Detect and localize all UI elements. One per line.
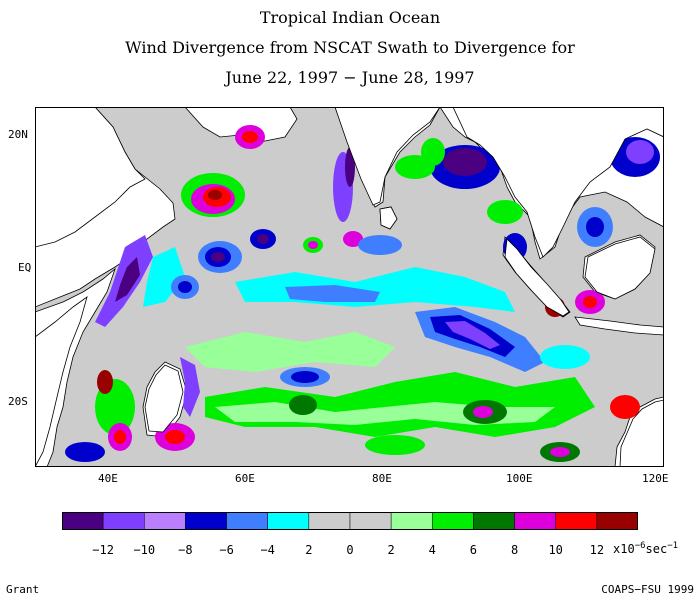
patch — [365, 435, 425, 455]
java-land — [574, 316, 664, 336]
colorbar — [62, 512, 638, 530]
patch — [285, 285, 380, 302]
colorbar-swatch — [308, 512, 351, 530]
madagascar-coast — [144, 364, 184, 433]
units-prefix: x10 — [613, 542, 635, 556]
australia-coast — [619, 399, 664, 467]
colorbar-label: −10 — [133, 543, 156, 557]
patch — [65, 442, 105, 462]
lon-label-100e: 100E — [506, 472, 533, 485]
patch — [550, 447, 570, 457]
divergence-field — [65, 125, 660, 462]
colorbar-swatch — [514, 512, 556, 530]
colorbar-swatch — [390, 512, 433, 530]
patch — [308, 241, 318, 249]
title-line-3: June 22, 1997 − June 28, 1997 — [225, 68, 475, 87]
lon-label-80e: 80E — [372, 472, 392, 485]
colorbar-label: 12 — [589, 543, 605, 557]
colorbar-label: 8 — [510, 543, 519, 557]
africa-land — [35, 267, 116, 467]
title-line-1: Tropical Indian Ocean — [259, 8, 441, 27]
africa-coast — [35, 296, 88, 467]
colorbar-swatch — [102, 512, 145, 530]
colorbar-label: 6 — [469, 543, 477, 557]
lon-label-120e: 120E — [642, 472, 669, 485]
lat-label-eq: EQ — [18, 261, 32, 274]
patch — [165, 430, 185, 444]
patch — [395, 155, 435, 179]
patch — [443, 148, 487, 176]
colorbar-swatch — [267, 512, 310, 530]
colorbar-swatch — [473, 512, 515, 530]
india-coast — [300, 107, 441, 206]
map-frame — [35, 107, 664, 467]
patch — [291, 371, 319, 383]
colorbar-label: 2 — [387, 543, 395, 557]
coastlines — [35, 107, 664, 467]
units-suffix: sec — [645, 542, 668, 556]
colorbar-swatch — [62, 512, 104, 530]
colorbar-swatch — [596, 512, 638, 530]
borneo-coast — [584, 236, 656, 300]
colorbar-label: −4 — [260, 543, 275, 557]
patch — [626, 140, 654, 164]
patch — [178, 281, 192, 293]
colorbar-swatch — [555, 512, 598, 530]
colorbar-label: 2 — [305, 543, 313, 557]
credit-organization: COAPS−FSU 1999 — [601, 583, 694, 596]
patch — [97, 370, 113, 394]
colorbar-swatch — [349, 512, 392, 530]
patch — [473, 406, 493, 418]
patch — [180, 357, 200, 417]
patch — [114, 430, 126, 444]
lat-label-20n: 20N — [8, 128, 28, 141]
lon-label-60e: 60E — [235, 472, 255, 485]
sumatra-coast — [504, 238, 570, 317]
units-exponent: −6 — [634, 541, 646, 551]
patch — [610, 395, 640, 419]
indochina-coast — [452, 107, 664, 258]
patch — [185, 332, 395, 372]
patch — [586, 217, 604, 237]
colorbar-swatch — [432, 512, 474, 530]
lon-label-40e: 40E — [98, 472, 118, 485]
colorbar-swatch — [144, 512, 186, 530]
patch — [445, 321, 500, 349]
patch — [235, 267, 515, 312]
colorbar-swatch — [226, 512, 268, 530]
colorbar-label: −12 — [92, 543, 114, 557]
patch — [257, 234, 269, 244]
colorbar-label: 4 — [428, 543, 436, 557]
colorbar-swatch — [185, 512, 227, 530]
patch — [143, 247, 185, 307]
lat-label-20s: 20S — [8, 395, 28, 408]
arabia-coast — [35, 107, 146, 248]
credit-author: Grant — [6, 583, 40, 596]
divergence-map — [35, 107, 664, 467]
colorbar-units: x10−6sec−1 — [613, 541, 678, 556]
patch — [242, 131, 258, 143]
patch — [487, 200, 523, 224]
colorbar-label: 0 — [346, 543, 354, 557]
units-exponent-2: −1 — [667, 541, 679, 551]
patch — [211, 252, 225, 262]
patch — [343, 231, 363, 247]
colorbar-label: 10 — [548, 543, 563, 557]
patch — [540, 345, 590, 369]
patch — [358, 235, 402, 255]
colorbar-label: −6 — [219, 543, 234, 557]
patch — [289, 395, 317, 415]
title-line-2: Wind Divergence from NSCAT Swath to Dive… — [125, 38, 575, 57]
colorbar-frame — [62, 512, 638, 530]
sri-lanka-coast — [379, 206, 398, 230]
colorbar-label: −8 — [178, 543, 193, 557]
patch — [208, 190, 222, 200]
patch — [115, 257, 140, 302]
patch — [583, 296, 597, 308]
